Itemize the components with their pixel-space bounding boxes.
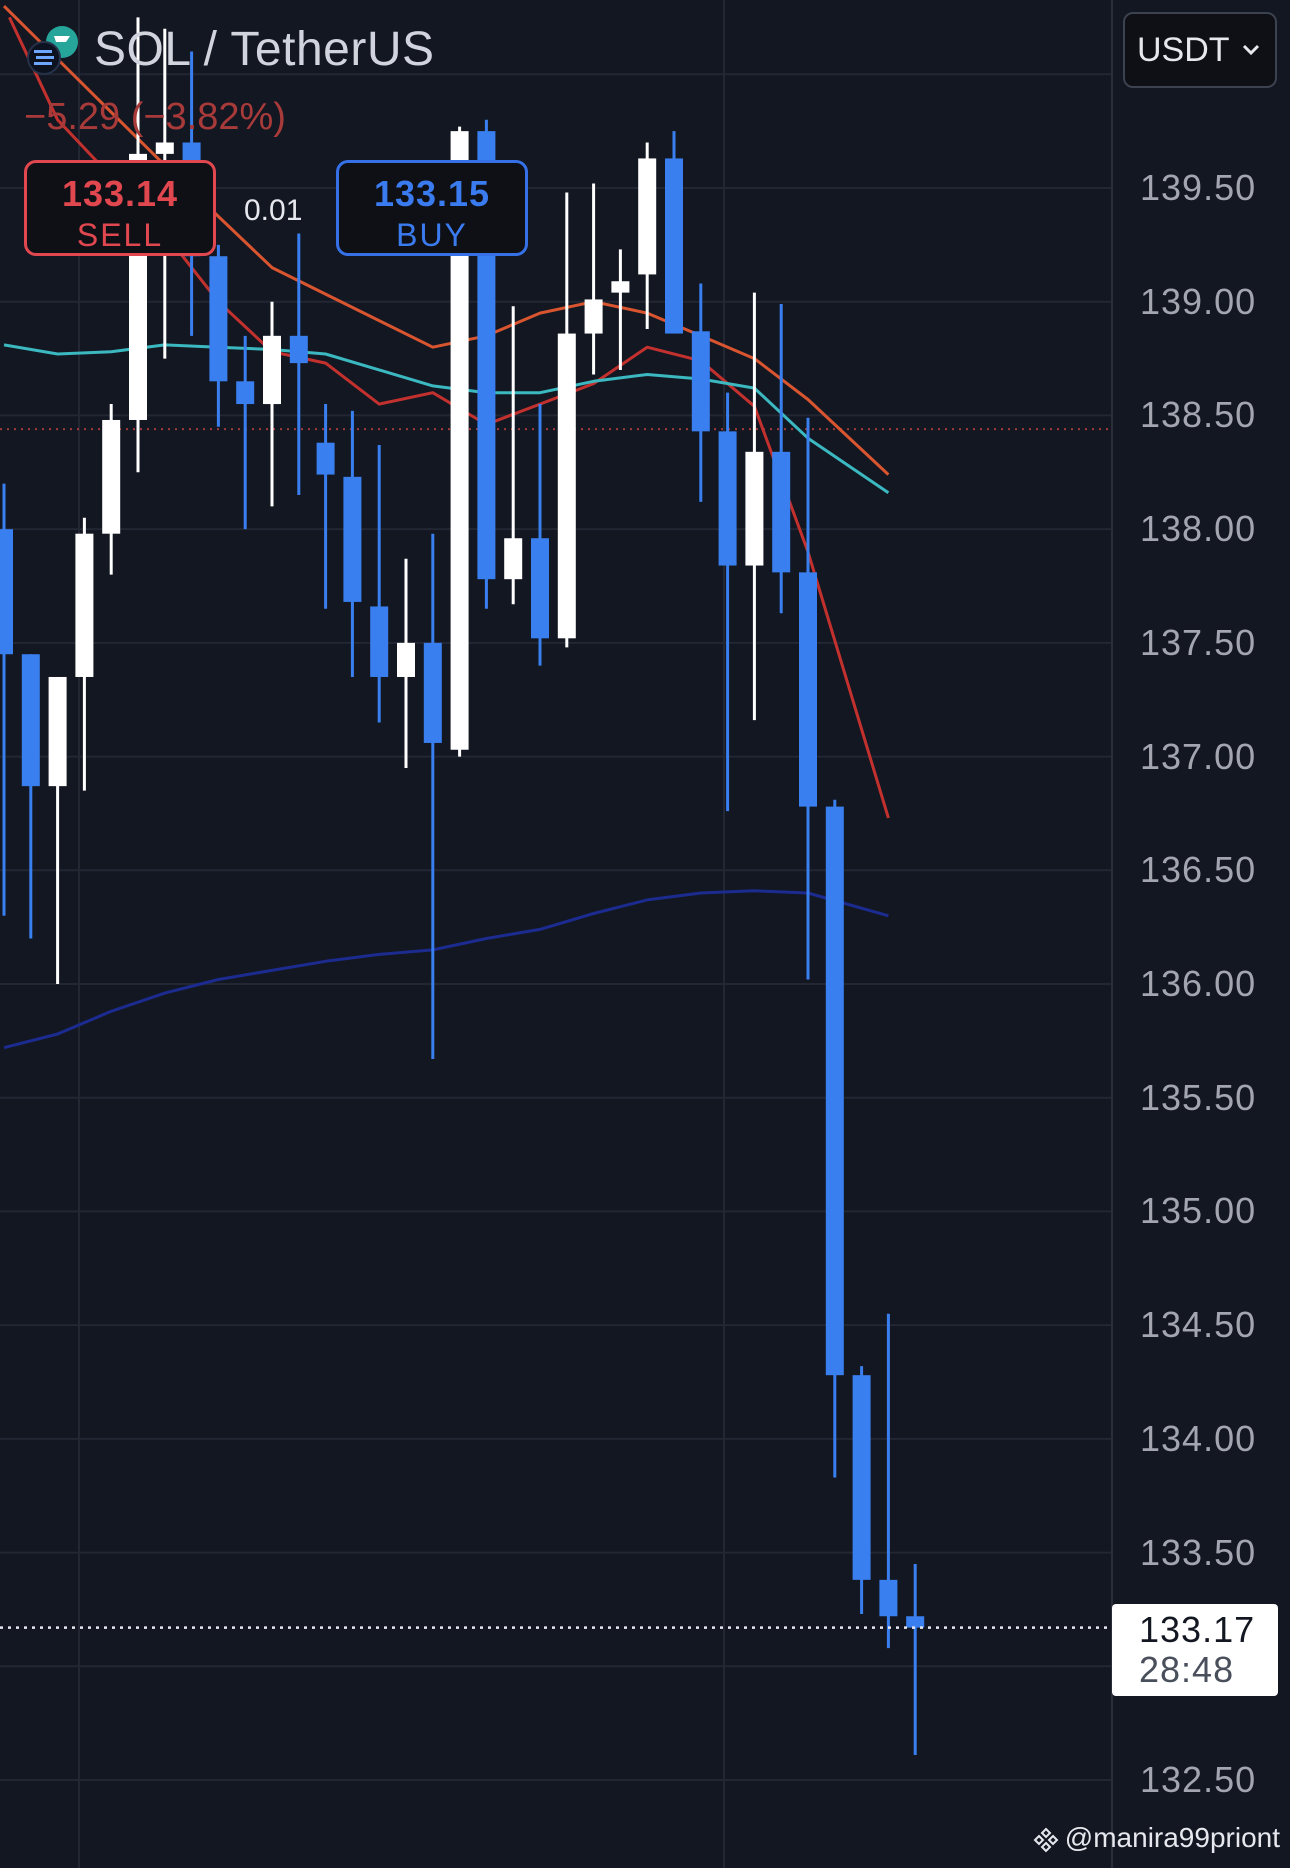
candle	[0, 483, 13, 916]
candle	[423, 533, 442, 1060]
candle-body	[289, 335, 308, 364]
candle-body	[611, 281, 630, 293]
candle-body	[799, 572, 817, 807]
price-tick-label: 135.00	[1140, 1190, 1257, 1232]
candle	[236, 335, 255, 530]
candle-body	[0, 529, 13, 655]
candle	[852, 1366, 871, 1614]
candle-body	[263, 335, 281, 405]
price-tick-label: 134.50	[1140, 1304, 1257, 1346]
price-tick-label: 137.50	[1140, 621, 1257, 663]
candle	[772, 303, 791, 614]
price-tick-label: 134.00	[1140, 1417, 1257, 1459]
candle	[584, 183, 603, 375]
candle-body	[745, 451, 764, 566]
candle	[48, 676, 67, 984]
candle-body	[397, 642, 415, 677]
candle-body	[718, 431, 737, 566]
candle	[691, 283, 710, 502]
candle-body	[691, 331, 710, 432]
candle	[289, 233, 308, 496]
buy-label: BUY	[396, 217, 468, 253]
candle-body	[209, 256, 228, 382]
candle-body	[879, 1579, 898, 1617]
candle	[316, 404, 335, 609]
candle-body	[343, 476, 362, 602]
candle-body	[665, 158, 683, 334]
moving-average-line-4	[3, 889, 889, 1050]
candle-body	[504, 538, 523, 580]
candle	[799, 417, 817, 980]
price-tick-label: 136.50	[1140, 849, 1257, 891]
price-tick-label: 133.50	[1140, 1531, 1257, 1573]
solana-logo-icon	[27, 26, 78, 75]
candlesticks	[0, 17, 925, 1755]
buy-button[interactable]: 133.15 BUY	[336, 160, 528, 256]
chevron-down-icon	[1242, 44, 1260, 56]
candle	[718, 392, 737, 812]
candle-body	[638, 158, 657, 275]
candle-body	[316, 442, 335, 475]
price-tick-label: 135.50	[1140, 1076, 1257, 1118]
chart-grid	[0, 0, 1113, 1868]
candle-body	[102, 419, 121, 534]
candle	[102, 404, 121, 575]
candle-body	[75, 533, 94, 677]
candle-body	[370, 606, 389, 677]
candle	[611, 249, 630, 370]
binance-logo-icon	[1033, 1827, 1059, 1853]
last-price-label: 133.17 28:48	[1112, 1604, 1278, 1696]
price-tick-label: 132.50	[1140, 1759, 1257, 1800]
candle	[504, 306, 523, 605]
candle-body	[423, 642, 442, 743]
candle-body	[531, 538, 549, 639]
currency-select-value: USDT	[1137, 31, 1230, 69]
candle-body	[557, 333, 576, 639]
symbol-title[interactable]: SOL / TetherUS	[94, 23, 435, 76]
candle	[557, 192, 576, 648]
sell-button[interactable]: 133.14 SELL	[24, 160, 216, 256]
candle	[879, 1313, 898, 1649]
price-tick-label: 138.00	[1140, 508, 1257, 550]
candle	[825, 799, 844, 1478]
candle	[745, 292, 764, 721]
candle-body	[155, 142, 174, 154]
candle	[638, 142, 657, 330]
candle-body	[825, 806, 844, 1376]
candle	[209, 244, 228, 427]
watermark-text: @manira99priont	[1064, 1822, 1280, 1853]
currency-select[interactable]: USDT	[1123, 12, 1277, 88]
candle	[263, 301, 281, 507]
candle	[665, 131, 683, 334]
sell-label: SELL	[76, 217, 164, 253]
candle	[370, 444, 389, 723]
candle-body	[852, 1375, 871, 1580]
candle-body	[21, 654, 40, 787]
candle-body	[48, 676, 67, 787]
candle	[21, 654, 40, 939]
candle-body	[772, 451, 791, 573]
price-tick-label: 139.00	[1140, 280, 1257, 322]
buy-price: 133.15	[373, 173, 491, 214]
price-tick-label: 138.50	[1140, 394, 1257, 436]
candle-body	[906, 1616, 925, 1628]
price-tick-label: 139.50	[1140, 167, 1257, 208]
candle	[75, 517, 94, 791]
candle-countdown: 28:48	[1139, 1649, 1235, 1690]
candle	[531, 404, 549, 666]
price-tick-label: 137.00	[1140, 735, 1257, 777]
watermark: @manira99priont	[1033, 1822, 1280, 1854]
last-price-value: 133.17	[1139, 1609, 1256, 1650]
price-tick-label: 136.00	[1140, 963, 1257, 1004]
sell-price: 133.14	[61, 173, 179, 214]
candle	[343, 410, 362, 677]
candle	[397, 558, 415, 768]
spread-value: 0.01	[244, 194, 303, 227]
candle-body	[450, 131, 469, 750]
candle-body	[584, 299, 603, 334]
price-change: −5.29 (−3.82%)	[24, 96, 286, 138]
candle-body	[236, 381, 255, 405]
candle	[906, 1563, 925, 1755]
